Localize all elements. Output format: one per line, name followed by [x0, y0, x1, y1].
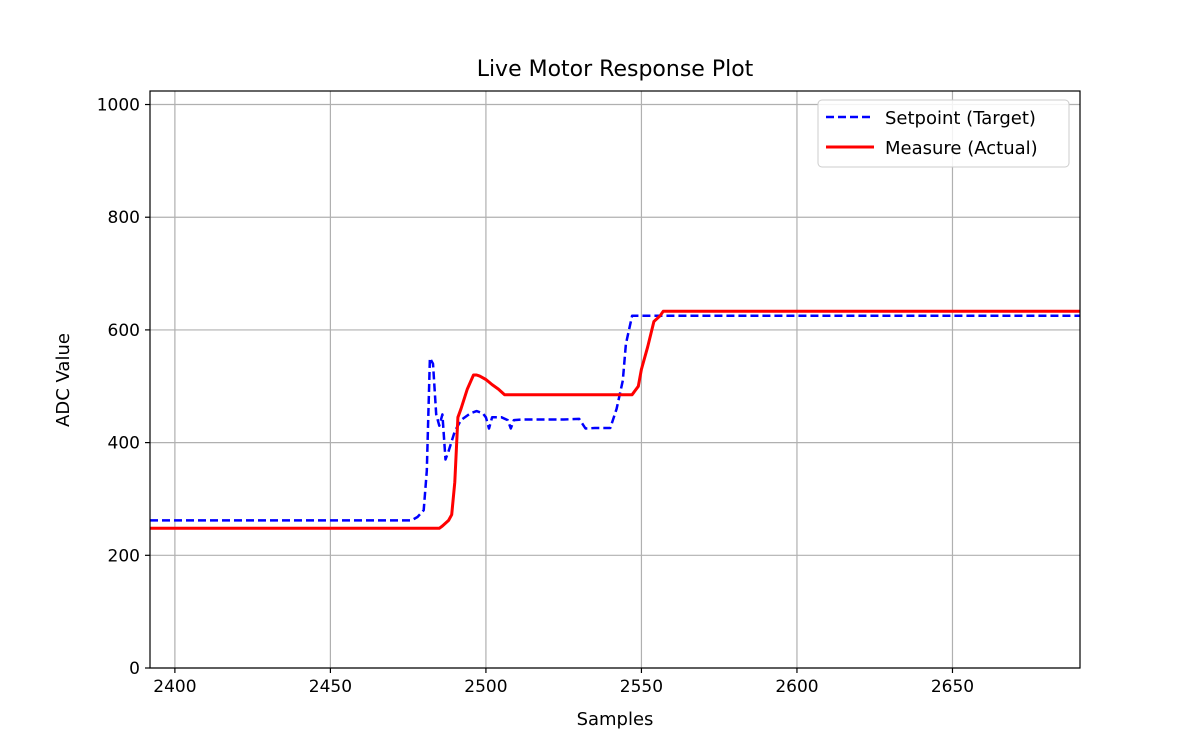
x-tick-label: 2450: [309, 677, 352, 697]
x-tick-label: 2500: [464, 677, 507, 697]
setpoint-series-line: [150, 314, 1080, 522]
ticks: 2400 2450 2500 2550 2600 2650 0 200 400 600 800 100…: [97, 96, 974, 697]
measure-series-line: [150, 309, 1080, 530]
x-axis-label: Samples: [577, 709, 654, 730]
chart-title: Live Motor Response Plot: [477, 57, 754, 82]
y-tick-label: 400: [108, 434, 140, 454]
y-axis-label: ADC Value: [53, 333, 74, 427]
y-tick-label: 0: [129, 659, 140, 679]
y-tick-label: 200: [108, 546, 140, 566]
series-group: [150, 309, 1080, 530]
y-tick-label: 800: [108, 208, 140, 228]
x-tick-label: 2600: [775, 677, 818, 697]
legend-label-setpoint: Setpoint (Target): [885, 108, 1036, 129]
x-tick-label: 2550: [620, 677, 663, 697]
legend-box: [817, 99, 1070, 168]
legend: Setpoint (Target) Measure (Actual): [817, 99, 1070, 168]
y-tick-label: 1000: [97, 96, 140, 116]
y-tick-label: 600: [108, 321, 140, 341]
legend-label-measure: Measure (Actual): [885, 138, 1038, 159]
x-tick-label: 2400: [153, 677, 196, 697]
plot-frame: [149, 90, 1081, 669]
grid: [150, 91, 1080, 669]
x-tick-label: 2650: [931, 677, 974, 697]
